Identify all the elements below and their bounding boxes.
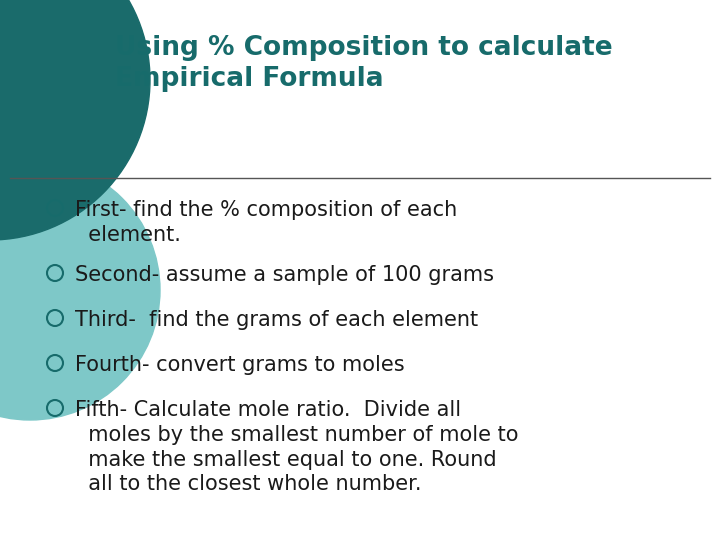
Text: Third-  find the grams of each element: Third- find the grams of each element xyxy=(75,310,478,330)
Text: Fifth- Calculate mole ratio.  Divide all
  moles by the smallest number of mole : Fifth- Calculate mole ratio. Divide all … xyxy=(75,400,518,495)
Text: Fourth- convert grams to moles: Fourth- convert grams to moles xyxy=(75,355,405,375)
Circle shape xyxy=(0,0,150,240)
Text: Using % Composition to calculate
Empirical Formula: Using % Composition to calculate Empiric… xyxy=(115,35,613,92)
Text: First- find the % composition of each
  element.: First- find the % composition of each el… xyxy=(75,200,457,245)
Circle shape xyxy=(0,160,160,420)
Text: Second- assume a sample of 100 grams: Second- assume a sample of 100 grams xyxy=(75,265,494,285)
